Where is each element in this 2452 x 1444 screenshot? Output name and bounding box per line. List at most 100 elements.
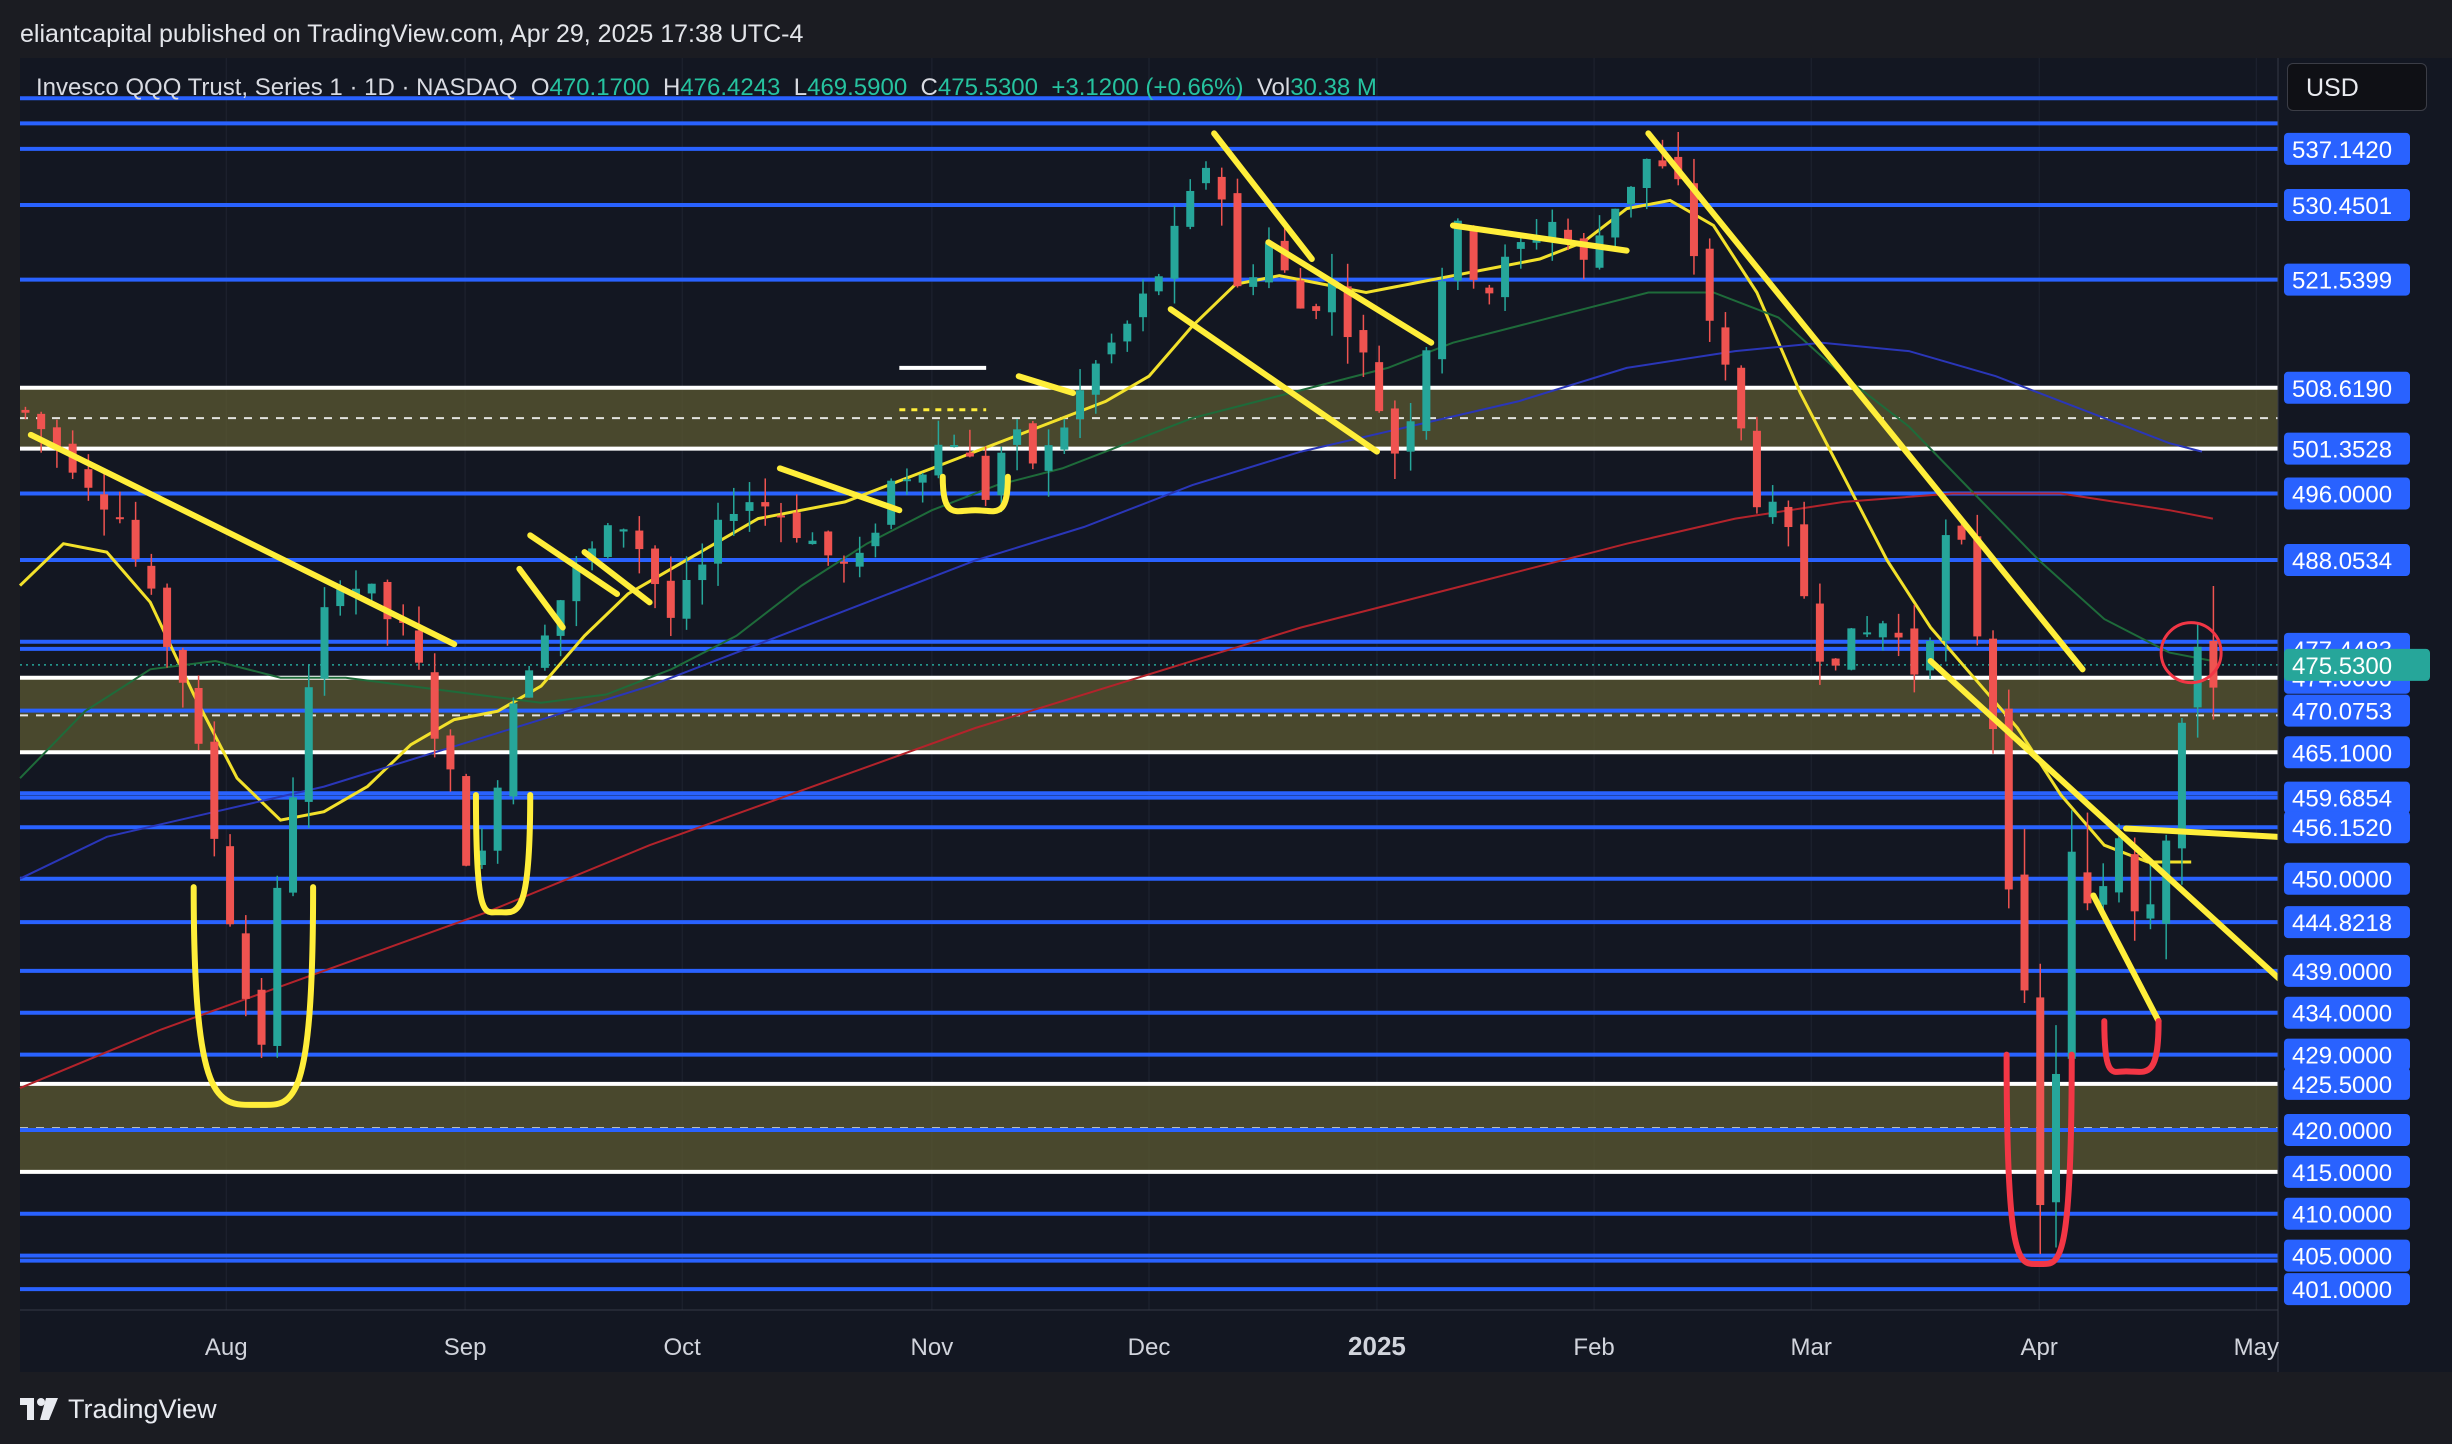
candle-body-89: [1422, 350, 1431, 432]
price-tag-9[interactable]: 470.0753: [2292, 699, 2392, 726]
candle-body-67: [1076, 390, 1085, 420]
tradingview-logo[interactable]: TradingView: [20, 1392, 217, 1426]
candle-body-130: [2067, 851, 2076, 1059]
trendline-13[interactable]: [2123, 825, 2281, 840]
drawn-annotations: [27, 130, 2292, 1267]
trendline-7[interactable]: [1015, 373, 1077, 396]
trendline-6[interactable]: [1167, 306, 1380, 455]
price-tag-bg-6: [2284, 544, 2410, 577]
candle-body-93: [1485, 287, 1494, 294]
red-cup-1[interactable]: [2101, 1018, 2162, 1075]
candle-body-54: [871, 532, 880, 547]
price-tag-11[interactable]: 459.6854: [2292, 786, 2392, 813]
open-label: O: [530, 74, 550, 101]
trendline-9[interactable]: [1265, 239, 1435, 346]
price-tag-23[interactable]: 401.0000: [2292, 1277, 2392, 1304]
price-tag-15[interactable]: 439.0000: [2292, 959, 2392, 986]
price-tag-14[interactable]: 444.8218: [2292, 910, 2392, 937]
candle-body-75: [1201, 167, 1210, 184]
candle-body-47: [761, 502, 770, 507]
trendline-4[interactable]: [527, 532, 621, 597]
candle-body-66: [1060, 427, 1069, 450]
candle-body-32: [525, 670, 534, 698]
red-cup-0[interactable]: [2003, 1051, 2075, 1267]
candle-body-14: [241, 933, 250, 999]
price-tag-bg-2: [2284, 263, 2410, 296]
currency-selector[interactable]: USD: [2287, 63, 2427, 111]
current-price-tag[interactable]: 475.5300: [2292, 653, 2392, 680]
candle-body-135: [2146, 904, 2155, 919]
price-tag-16[interactable]: 434.0000: [2292, 1001, 2392, 1028]
price-tag-1[interactable]: 530.4501: [2292, 193, 2392, 220]
highlight-circle[interactable]: [2159, 621, 2223, 685]
candle-body-10: [178, 649, 187, 683]
trendline-1[interactable]: [776, 465, 903, 514]
trendline-5[interactable]: [1211, 130, 1315, 262]
candle-body-101: [1611, 208, 1620, 238]
candle-body-107: [1705, 248, 1714, 321]
price-axis[interactable]: 537.1420 530.4501 521.5399 508.6190 501.3528…: [2284, 132, 2430, 1306]
candle-body-76: [1217, 176, 1226, 200]
month-label-dec: Dec: [1128, 1334, 1171, 1361]
open-value: 470.1700: [549, 74, 650, 101]
trendline-2[interactable]: [581, 549, 653, 606]
price-tag-0[interactable]: 537.1420: [2292, 137, 2392, 164]
candle-body-26: [430, 672, 439, 739]
price-tag-4[interactable]: 501.3528: [2292, 437, 2392, 464]
candle-body-126: [2004, 708, 2013, 890]
yellow-cup-0[interactable]: [190, 884, 317, 1108]
zone-0: [20, 387, 2278, 449]
price-tag-5[interactable]: 496.0000: [2292, 481, 2392, 508]
candle-body-5: [100, 494, 109, 510]
trendline-10[interactable]: [1645, 130, 2086, 673]
price-tag-17[interactable]: 429.0000: [2292, 1043, 2392, 1070]
price-tag-18[interactable]: 425.5000: [2292, 1072, 2392, 1099]
price-tag-21[interactable]: 410.0000: [2292, 1202, 2392, 1229]
price-tag-10[interactable]: 465.1000: [2292, 740, 2392, 767]
candle-body-119: [1894, 632, 1903, 638]
candle-body-69: [1107, 342, 1116, 355]
yellow-cup-1[interactable]: [472, 791, 534, 916]
candle-body-58: [934, 444, 943, 476]
month-label-sep: Sep: [444, 1334, 487, 1361]
trendline-8[interactable]: [1449, 222, 1630, 254]
candle-body-31: [509, 703, 518, 797]
candle-body-13: [226, 846, 235, 925]
price-tag-2[interactable]: 521.5399: [2292, 268, 2392, 295]
price-tag-bg-12: [2284, 811, 2410, 844]
candle-body-123: [1957, 525, 1966, 540]
candle-body-6: [115, 517, 124, 520]
candle-body-125: [1989, 638, 1998, 730]
trendline-12[interactable]: [2090, 892, 2162, 1025]
symbol-name[interactable]: Invesco QQQ Trust, Series 1 · 1D · NASDA…: [36, 74, 518, 101]
price-tag-6[interactable]: 488.0534: [2292, 548, 2392, 575]
candlesticks: [21, 131, 2218, 1255]
trendline-3[interactable]: [516, 565, 566, 631]
price-tag-bg-13: [2284, 862, 2410, 895]
price-tag-20[interactable]: 415.0000: [2292, 1160, 2392, 1187]
price-tag-22[interactable]: 405.0000: [2292, 1244, 2392, 1271]
candle-body-23: [383, 581, 392, 620]
current-price-tag-bg: [2284, 648, 2430, 681]
candle-body-114: [1815, 603, 1824, 662]
candle-body-73: [1170, 225, 1179, 279]
price-tag-13[interactable]: 450.0000: [2292, 867, 2392, 894]
candle-body-52: [839, 561, 848, 564]
candle-body-104: [1658, 160, 1667, 167]
price-tag-19[interactable]: 420.0000: [2292, 1118, 2392, 1145]
price-tag-3[interactable]: 508.6190: [2292, 376, 2392, 403]
time-axis[interactable]: Aug Sep Oct Nov Dec 2025 Feb Mar Apr May: [205, 1331, 2279, 1361]
trendline-11[interactable]: [1927, 657, 2292, 991]
candle-body-9: [163, 587, 172, 647]
candle-body-64: [1028, 423, 1037, 464]
candle-body-77: [1233, 193, 1242, 287]
yellow-cup-2[interactable]: [939, 473, 1011, 515]
candle-body-96: [1532, 239, 1541, 243]
trendline-0[interactable]: [27, 431, 458, 648]
publish-bar: eliantcapital published on TradingView.c…: [0, 0, 2452, 60]
candle-body-133: [2114, 838, 2123, 893]
price-tag-bg-11: [2284, 781, 2410, 814]
price-tag-12[interactable]: 456.1520: [2292, 815, 2392, 842]
candle-body-56: [902, 479, 911, 482]
